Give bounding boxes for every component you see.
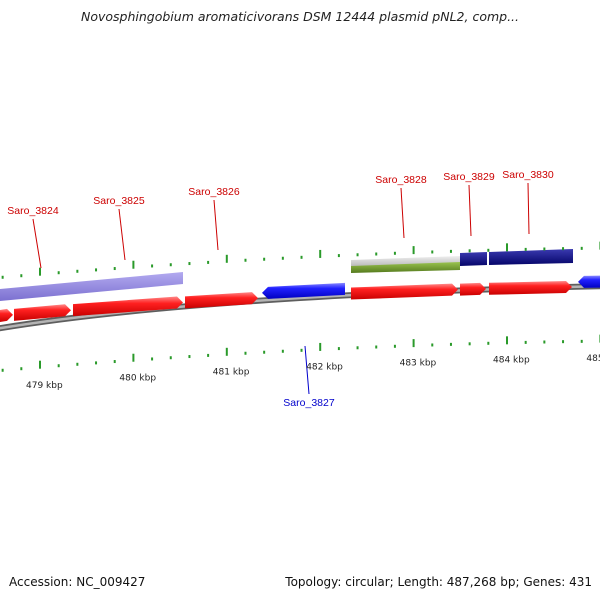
gene-label: Saro_3828 [375,174,427,186]
gene-label-leader [468,184,472,237]
gene-label-leader [213,199,219,251]
gene-arrow [185,292,258,309]
accession-text: Accession: NC_009427 [9,575,146,589]
gene-arrow [351,283,458,300]
gene-labels: Saro_3824 Saro_3825 Saro_3826 Saro_3827 Saro… [7,169,554,409]
gene-arrow [460,282,486,296]
gene-arrow [578,275,600,288]
gene-arrow [0,308,13,322]
scale-label: 481 kbp [213,368,250,378]
map-title: Novosphingobium aromaticivorans DSM 1244… [80,9,520,24]
scale-label: 485 kbp [586,354,600,364]
scale-label: 482 kbp [306,363,343,373]
gene-label-leader [32,218,42,269]
gene-label: Saro_3830 [502,169,554,181]
gene-label-leader [304,345,310,395]
scale-label: 484 kbp [493,356,530,366]
scale-label: 479 kbp [26,381,63,391]
gene-label-leader [527,182,530,235]
feature-bar-lavender [0,272,183,301]
gene-label: Saro_3825 [93,195,145,207]
topology-text: Topology: circular; Length: 487,268 bp; … [285,575,592,589]
gene-label-leader [118,208,126,261]
gene-label: Saro_3824 [7,205,59,217]
gene-arrow [73,296,183,317]
gene-label: Saro_3829 [443,171,495,183]
gene-label-leader [400,187,405,239]
scale-labels: 479 kbp 480 kbp 481 kbp 482 kbp 483 kbp 484 k… [26,354,600,391]
scale-label: 480 kbp [119,374,156,384]
scale-label: 483 kbp [400,359,437,369]
gene-arrow [14,304,71,321]
tick-row-lower [1,334,600,372]
feature-bar-olive [351,262,460,273]
feature-bar-navy-2 [489,249,573,265]
gene-label: Saro_3827 [283,397,335,409]
gene-arrow [489,281,572,295]
feature-bar-navy-1 [460,252,487,266]
gene-label: Saro_3826 [188,186,240,198]
gene-track [0,275,600,322]
tick-row-upper [1,241,600,279]
gene-arrow [262,282,345,299]
